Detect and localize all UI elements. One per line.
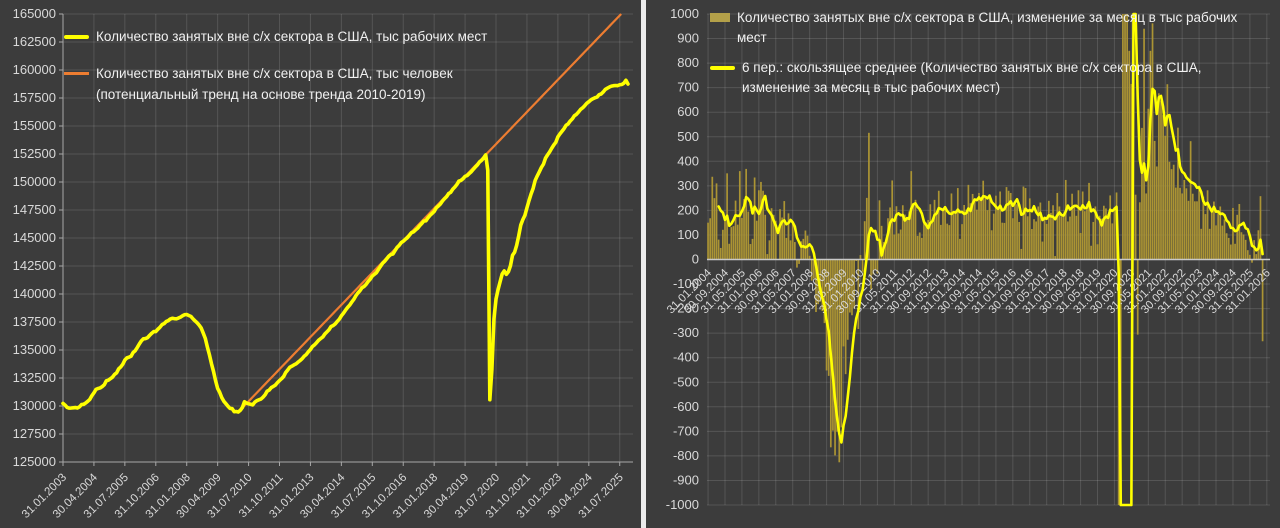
svg-text:125000: 125000 [13,454,56,469]
right-chart-panel: 1000 900 800 700 600 500 400 300 200 100 0 -100 -200… [646,0,1280,528]
legend-label: Количество занятых вне с/х сектора в США… [96,66,453,102]
svg-text:142500: 142500 [13,258,56,273]
legend-item-moving-average: 6 пер.: скользящее среднее (Количество з… [710,58,1275,99]
svg-text:130000: 130000 [13,398,56,413]
svg-text:-100: -100 [673,276,699,291]
svg-text:-800: -800 [673,448,699,463]
svg-text:800: 800 [677,55,699,70]
left-chart-svg: 165000 162500 160000 157500 155000 152500 1500… [13,6,633,521]
svg-text:200: 200 [677,202,699,217]
svg-text:147500: 147500 [13,202,56,217]
left-chart-panel: 165000 162500 160000 157500 155000 152500 1500… [13,6,633,521]
svg-text:0: 0 [692,252,699,267]
svg-text:135000: 135000 [13,342,56,357]
svg-text:137500: 137500 [13,314,56,329]
svg-text:157500: 157500 [13,90,56,105]
svg-text:1000: 1000 [670,6,699,21]
svg-text:900: 900 [677,31,699,46]
svg-text:152500: 152500 [13,146,56,161]
svg-text:400: 400 [677,153,699,168]
svg-text:155000: 155000 [13,118,56,133]
legend-label: Количество занятых вне с/х сектора в США… [737,10,1238,46]
right-chart-legend: Количество занятых вне с/х сектора в США… [710,8,1275,98]
bar-swatch-icon [710,13,730,22]
right-chart-svg: 10009008007006005004003002001000-100-200… [665,6,1273,512]
svg-text:-300: -300 [673,325,699,340]
svg-text:-700: -700 [673,423,699,438]
svg-text:140000: 140000 [13,286,56,301]
svg-text:-500: -500 [673,374,699,389]
svg-text:160000: 160000 [13,62,56,77]
yellow-line-swatch-icon [64,35,89,39]
svg-text:-900: -900 [673,472,699,487]
svg-text:145000: 145000 [13,230,56,245]
svg-text:132500: 132500 [13,370,56,385]
orange-line-swatch-icon [64,72,89,76]
legend-label: 6 пер.: скользящее среднее (Количество з… [742,59,1202,95]
svg-text:300: 300 [677,178,699,193]
left-chart-legend: Количество занятых вне с/х сектора в США… [64,27,554,105]
legend-item-employment-level: Количество занятых вне с/х сектора в США… [64,27,554,47]
svg-text:127500: 127500 [13,426,56,441]
svg-text:100: 100 [677,227,699,242]
svg-text:500: 500 [677,129,699,144]
legend-label: Количество занятых вне с/х сектора в США… [96,29,488,44]
yellow-line-swatch-icon [710,65,735,70]
svg-text:165000: 165000 [13,6,56,21]
svg-text:-600: -600 [673,399,699,414]
svg-text:700: 700 [677,80,699,95]
svg-text:600: 600 [677,104,699,119]
svg-text:-200: -200 [673,301,699,316]
legend-item-potential-trend: Количество занятых вне с/х сектора в США… [64,64,554,105]
svg-text:-1000: -1000 [666,497,699,512]
legend-item-monthly-change: Количество занятых вне с/х сектора в США… [710,8,1275,49]
svg-text:-400: -400 [673,350,699,365]
svg-text:150000: 150000 [13,174,56,189]
panel-divider [641,0,646,528]
svg-text:162500: 162500 [13,34,56,49]
